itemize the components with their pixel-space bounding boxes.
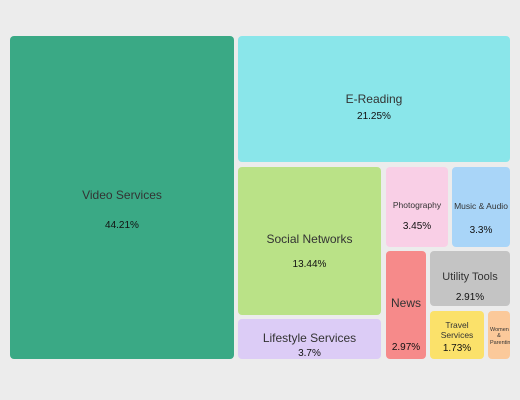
tile-label: News: [390, 296, 421, 310]
treemap-tile-news: News 2.97%: [386, 251, 426, 359]
treemap-tile-music-audio: Music & Audio 3.3%: [452, 167, 510, 247]
tile-label: Photography: [392, 200, 442, 210]
tile-label: Social Networks: [266, 232, 353, 246]
treemap-tile-photography: Photography 3.45%: [386, 167, 448, 247]
tile-label: E-Reading: [345, 92, 403, 106]
treemap-tile-travel-services: Travel Services 1.73%: [430, 311, 484, 359]
treemap-tile-lifestyle-services: Lifestyle Services 3.7%: [238, 319, 381, 359]
tile-value: 1.73%: [442, 343, 472, 354]
treemap-tile-women-parenting: Women & Parenting: [488, 311, 510, 359]
tile-value: 2.91%: [455, 292, 485, 303]
tile-value: 2.97%: [391, 342, 421, 353]
treemap-tile-utility-tools: Utility Tools 2.91%: [430, 251, 510, 306]
tile-value: 13.44%: [292, 259, 327, 270]
tile-value: 3.7%: [298, 348, 321, 359]
tile-label: Travel Services: [440, 320, 474, 340]
tile-label: Women & Parenting: [490, 327, 510, 346]
treemap-tile-video-services: Video Services 44.21%: [10, 36, 234, 359]
tile-value: 3.3%: [469, 225, 493, 236]
tile-value: 21.25%: [357, 111, 391, 122]
tile-label: Utility Tools: [442, 271, 498, 283]
tile-label: Music & Audio: [454, 201, 508, 211]
tile-value: 3.45%: [402, 221, 432, 232]
tile-label: Lifestyle Services: [262, 331, 357, 345]
tile-label: Video Services: [82, 188, 162, 202]
treemap-tile-e-reading: E-Reading 21.25%: [238, 36, 510, 162]
treemap-tile-social-networks: Social Networks 13.44%: [238, 167, 381, 315]
tile-value: 44.21%: [105, 220, 139, 231]
